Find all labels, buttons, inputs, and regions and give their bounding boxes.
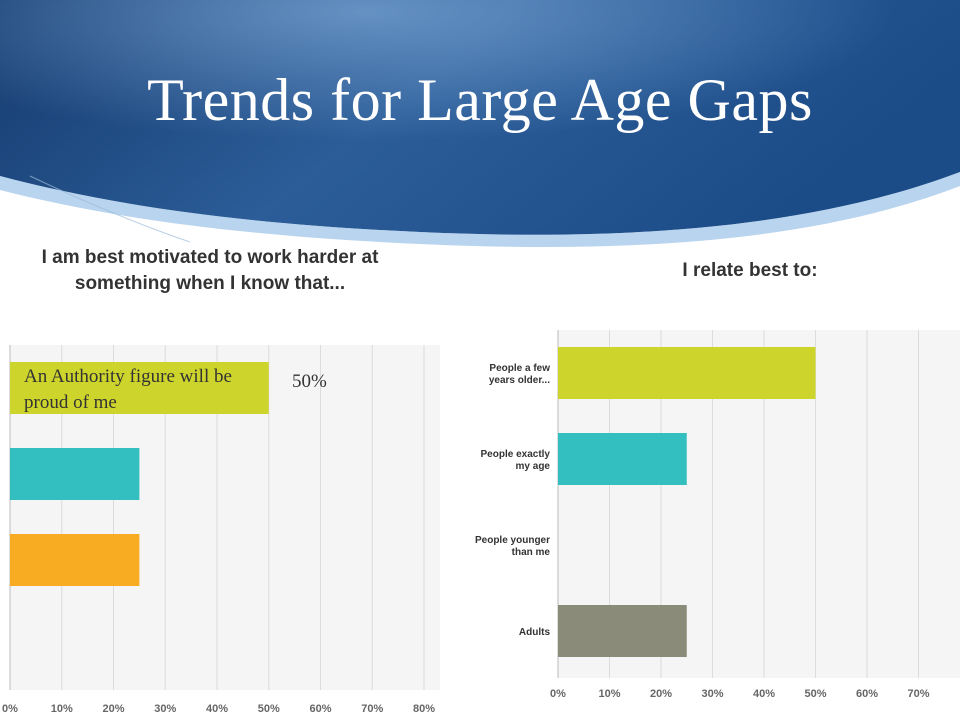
right-x-tick-label: 70% — [907, 688, 929, 700]
header-banner — [0, 0, 960, 247]
callout-label: An Authority figure will be proud of me — [24, 366, 232, 413]
right-category-label: Adults — [519, 627, 551, 638]
left-bar-3 — [10, 534, 140, 586]
left-bar-1 — [10, 362, 269, 414]
right-bar-1 — [558, 347, 816, 399]
right-bar-4 — [558, 605, 687, 657]
right-category-label: years older... — [489, 375, 550, 386]
right-x-tick-label: 60% — [856, 688, 878, 700]
right-x-tick-label: 50% — [804, 688, 826, 700]
left-x-tick-label: 80% — [413, 703, 435, 715]
left-x-tick-label: 50% — [258, 703, 280, 715]
left-chart-title: I am best motivated to work harder at so… — [41, 247, 379, 294]
right-x-tick-label: 40% — [753, 688, 775, 700]
left-bar-2 — [10, 448, 140, 500]
slide-title: Trends for Large Age Gaps — [147, 67, 813, 133]
left-x-tick-label: 30% — [154, 703, 176, 715]
right-x-tick-label: 10% — [598, 688, 620, 700]
left-x-tick-label: 0% — [2, 703, 18, 715]
callout-value: 50% — [292, 371, 327, 392]
left-x-tick-label: 70% — [361, 703, 383, 715]
right-bar-2 — [558, 433, 687, 485]
right-category-label: my age — [516, 461, 551, 472]
right-category-label: People a few — [489, 363, 550, 374]
right-chart-title: I relate best to: — [682, 260, 818, 281]
right-x-tick-label: 30% — [701, 688, 723, 700]
left-x-tick-label: 20% — [102, 703, 124, 715]
right-x-tick-label: 20% — [650, 688, 672, 700]
right-category-label: People exactly — [481, 449, 551, 460]
left-x-tick-label: 40% — [206, 703, 228, 715]
left-x-tick-label: 60% — [309, 703, 331, 715]
right-x-tick-label: 0% — [550, 688, 566, 700]
right-category-label: People younger — [475, 535, 550, 546]
left-x-tick-label: 10% — [51, 703, 73, 715]
right-category-label: than me — [512, 547, 551, 558]
